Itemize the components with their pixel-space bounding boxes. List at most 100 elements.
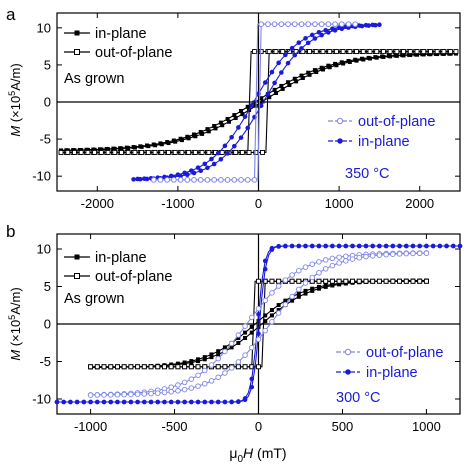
data-point [146, 144, 151, 149]
data-point [262, 80, 268, 85]
data-point [202, 381, 208, 387]
data-point [195, 364, 201, 370]
data-point [193, 134, 198, 139]
data-point [289, 293, 295, 300]
data-point [211, 177, 217, 183]
data-point [256, 278, 261, 284]
legend-label-in-plane: in-plane [366, 365, 418, 381]
data-point [383, 278, 389, 284]
data-point [296, 278, 302, 284]
data-point [299, 73, 304, 78]
data-point [228, 365, 235, 371]
data-point [215, 374, 221, 381]
data-point [154, 390, 161, 396]
data-point [407, 49, 413, 55]
data-point [202, 161, 208, 167]
data-point [444, 243, 449, 249]
data-point [242, 364, 248, 370]
data-point [416, 250, 423, 257]
data-point [88, 364, 94, 370]
data-point [383, 243, 389, 249]
legend-note-temperature: 300 °C [336, 390, 381, 406]
data-point [356, 255, 363, 261]
legend-marker-filled-square [74, 30, 80, 36]
data-point [269, 278, 275, 284]
data-point [370, 243, 375, 249]
data-point [312, 36, 318, 41]
data-point [239, 108, 244, 113]
data-point [316, 259, 322, 265]
data-point [162, 399, 167, 405]
data-point [417, 243, 423, 249]
data-point [428, 52, 433, 57]
data-point [233, 116, 238, 121]
data-point [269, 319, 275, 325]
data-point [434, 49, 440, 55]
data-point [232, 143, 237, 149]
data-point [218, 156, 224, 162]
data-point [401, 49, 407, 55]
data-point [204, 177, 211, 183]
data-point [273, 49, 279, 55]
data-point [178, 173, 183, 179]
data-point [220, 123, 225, 128]
data-point [168, 389, 174, 395]
data-point [290, 298, 295, 303]
data-point [380, 49, 386, 55]
data-point [345, 21, 352, 27]
data-point [242, 352, 248, 358]
data-point [390, 243, 396, 249]
data-point [255, 305, 262, 312]
data-point [322, 257, 329, 263]
data-point [233, 149, 239, 155]
data-point [388, 54, 393, 59]
series-300-c-in-plane [54, 243, 463, 405]
data-point [323, 284, 328, 289]
data-point [61, 399, 67, 405]
panel-a-legend-bottom-right: out-of-plane in-plane 350 °C [328, 114, 435, 182]
legend-label-out-of-plane: out-of-plane [95, 269, 172, 285]
data-point [370, 278, 376, 284]
data-point [128, 364, 134, 370]
data-point [316, 286, 321, 291]
legend-label-in-plane: in-plane [95, 250, 147, 266]
data-point [112, 146, 117, 151]
data-point [191, 177, 197, 183]
data-point [329, 262, 336, 269]
data-point [132, 149, 138, 155]
data-point [376, 252, 383, 258]
legend-marker-filled-square [74, 254, 80, 260]
data-point [289, 278, 295, 284]
series-as-grown-in-plane [59, 51, 458, 153]
series-350-c-out-of-plane [150, 21, 358, 183]
data-point [363, 243, 369, 249]
data-point [269, 308, 274, 313]
y-tick-label: 10 [37, 242, 51, 257]
data-point [246, 149, 252, 155]
data-point [196, 359, 201, 364]
data-point [367, 56, 372, 61]
data-point [272, 80, 277, 86]
data-point [296, 291, 301, 296]
data-point [323, 278, 329, 284]
data-point [427, 49, 433, 55]
data-point [229, 399, 234, 405]
data-point [188, 364, 194, 370]
data-point [309, 261, 315, 267]
data-point [415, 52, 420, 57]
data-point [112, 149, 118, 155]
data-point [289, 45, 295, 51]
data-point [209, 399, 214, 405]
panel-b-zero-lines [57, 234, 460, 414]
data-point [159, 149, 165, 155]
data-point [262, 327, 268, 334]
y-tick-label: 0 [44, 317, 51, 332]
data-point [249, 102, 255, 108]
x-tick-label: -1000 [74, 419, 107, 434]
data-point [81, 399, 87, 405]
data-point [262, 297, 268, 304]
data-point [303, 36, 308, 41]
data-point [343, 243, 349, 249]
data-point [343, 278, 349, 284]
data-point [273, 91, 278, 96]
